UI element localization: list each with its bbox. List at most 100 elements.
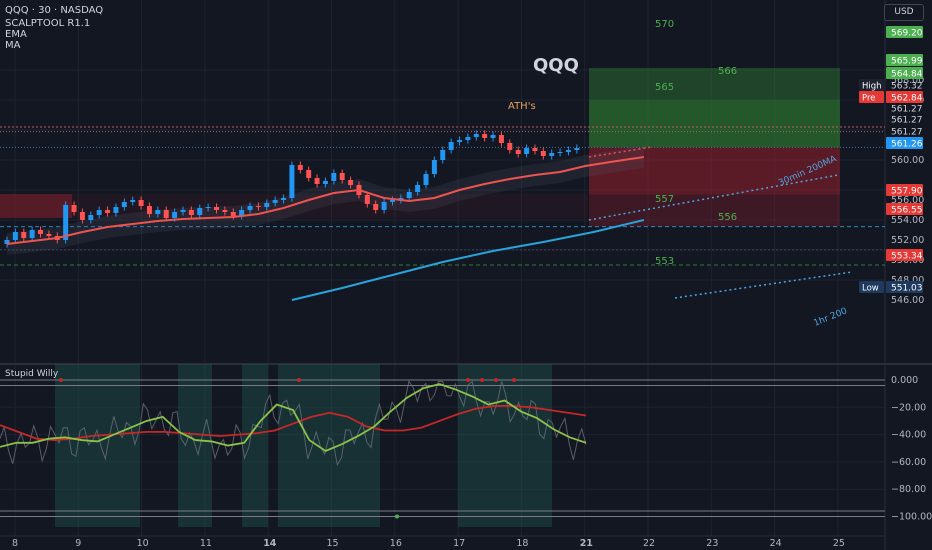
- candle-body: [339, 173, 345, 180]
- price-label-bg: [886, 26, 923, 38]
- indicator-ema[interactable]: EMA: [5, 29, 27, 40]
- price-label: 556.55: [891, 206, 923, 216]
- candle-body: [130, 200, 136, 202]
- candle-body: [306, 170, 312, 178]
- candle-body: [314, 178, 320, 184]
- candle-body: [389, 200, 395, 202]
- currency-button[interactable]: USD: [884, 4, 924, 21]
- price-label-bg: [886, 67, 923, 79]
- price-label: 562.84: [891, 94, 923, 104]
- time-tick: 8: [12, 538, 18, 549]
- candle-body: [406, 192, 412, 198]
- osc-tick: −20.00: [891, 402, 926, 413]
- candle-body: [297, 165, 303, 170]
- ema-projection: [588, 146, 653, 158]
- ticker-label: QQQ: [533, 55, 579, 76]
- ema-line: [6, 156, 645, 245]
- candle-body: [180, 210, 186, 212]
- candle-body: [105, 210, 111, 213]
- candle-body: [448, 142, 454, 150]
- price-label-bg: [886, 137, 923, 149]
- indicator-ma[interactable]: MA: [5, 40, 21, 51]
- candle-body: [490, 135, 496, 138]
- target-zone: [589, 68, 840, 148]
- candle-body: [574, 148, 580, 150]
- price-label-bg: [886, 249, 923, 261]
- time-tick: 11: [200, 538, 212, 549]
- candle-body: [163, 210, 169, 218]
- candle-body: [172, 212, 178, 218]
- level-label: 565: [655, 82, 674, 93]
- osc-signal-dot: [59, 378, 63, 382]
- osc-tick: −80.00: [891, 484, 926, 495]
- osc-zone: [278, 364, 380, 527]
- ma1h-label: 1hr 200: [812, 306, 849, 329]
- level-label: 556: [718, 212, 737, 223]
- candle-body: [331, 173, 337, 181]
- time-tick: 22: [643, 538, 655, 549]
- price-tick: 554.00: [891, 215, 924, 226]
- candle-body: [138, 200, 144, 206]
- osc-signal-dot: [494, 378, 498, 382]
- time-tick: 9: [75, 538, 81, 549]
- oscillator-title[interactable]: Stupid Willy: [5, 369, 59, 379]
- price-label: 569.20: [891, 29, 923, 39]
- time-tick: 16: [390, 538, 402, 549]
- candle-body: [423, 174, 429, 185]
- osc-slow-line: [0, 405, 587, 441]
- price-tag-bg: [859, 91, 884, 103]
- candle-body: [498, 135, 504, 143]
- time-tick: 17: [453, 538, 465, 549]
- price-label: 561.27: [891, 128, 923, 138]
- osc-tick: −60.00: [891, 457, 926, 468]
- price-label: 565.99: [891, 57, 923, 67]
- candle-body: [4, 240, 10, 244]
- candle-body: [281, 198, 287, 200]
- level-label: 557: [655, 194, 674, 205]
- osc-fast-line: [0, 380, 587, 467]
- price-tag: Pre: [862, 94, 876, 104]
- price-label-bg: [886, 281, 923, 293]
- price-label: 561.27: [891, 116, 923, 126]
- candle-body: [565, 150, 571, 152]
- candle-body: [473, 134, 479, 137]
- price-tick: 546.00: [891, 295, 924, 306]
- price-tag: High: [862, 82, 882, 92]
- candle-body: [364, 195, 370, 204]
- candle-body: [29, 230, 35, 238]
- candles: [4, 130, 580, 248]
- time-tick: 14: [263, 538, 277, 549]
- price-label: 551.03: [891, 284, 923, 294]
- candle-body: [415, 185, 421, 192]
- price-tick: 568.00: [891, 75, 924, 86]
- candle-body: [348, 180, 354, 185]
- osc-signal-dot: [512, 378, 516, 382]
- osc-zone: [458, 364, 552, 527]
- osc-signal-dot: [466, 378, 470, 382]
- candle-body: [557, 152, 563, 153]
- osc-tick: −40.00: [891, 430, 926, 441]
- candle-body: [507, 143, 513, 150]
- candle-body: [21, 232, 27, 238]
- time-tick: 10: [137, 538, 149, 549]
- level-label: 566: [718, 66, 737, 77]
- candle-body: [222, 210, 228, 212]
- price-tag-bg: [859, 79, 884, 91]
- ma-200-line: [291, 219, 645, 301]
- indicator-scalptool[interactable]: SCALPTOOL R1.1: [5, 18, 91, 29]
- price-label: 553.34: [891, 252, 923, 262]
- stop-zone-lower: [589, 194, 840, 227]
- osc-signal-dot: [297, 378, 301, 382]
- candle-body: [96, 210, 102, 215]
- candle-body: [79, 212, 85, 220]
- time-tick: 24: [770, 538, 782, 549]
- candle-body: [247, 206, 253, 210]
- price-tag-bg: [859, 281, 884, 293]
- price-label: 564.84: [891, 70, 923, 80]
- price-tag: Low: [862, 284, 879, 294]
- candle-body: [38, 230, 44, 234]
- candle-body: [188, 210, 194, 215]
- time-tick: 23: [706, 538, 718, 549]
- candle-body: [197, 208, 203, 215]
